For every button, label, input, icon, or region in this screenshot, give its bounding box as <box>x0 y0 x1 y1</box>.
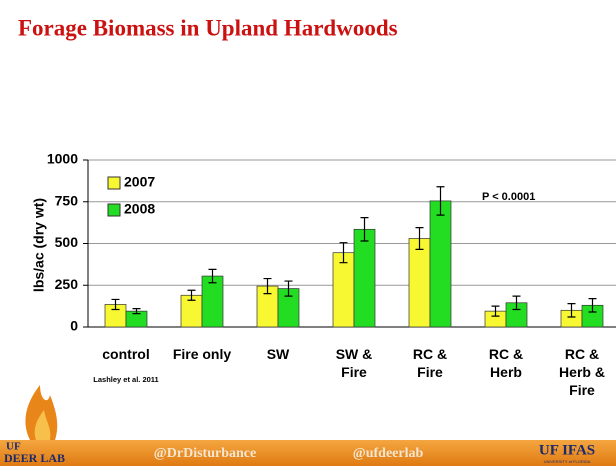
footer-brand-sub: UNIVERSITY of FLORIDA <box>544 459 591 464</box>
x-tick-label: RC & Herb <box>488 346 524 380</box>
bar <box>429 200 452 328</box>
y-tick-label: 0 <box>70 318 78 334</box>
footer-brand: UF IFAS <box>539 442 595 458</box>
bar <box>332 252 355 328</box>
slide-title: Forage Biomass in Upland Hardwoods <box>18 15 398 40</box>
error-bar <box>415 227 424 250</box>
logo-bottom: DEER LAB <box>4 451 65 465</box>
x-tick-label: SW <box>266 346 290 362</box>
footer-handle: @DrDisturbance <box>154 446 256 461</box>
error-bar <box>132 308 141 315</box>
x-tick-label: control <box>102 346 150 362</box>
logo-top: UF <box>6 441 21 453</box>
legend-swatch <box>107 176 121 190</box>
bar <box>353 228 376 328</box>
annotation: P < 0.0001 <box>482 191 535 203</box>
footer-handle: @ufdeerlab <box>353 446 424 461</box>
error-bar <box>111 298 120 311</box>
error-bar <box>263 277 272 295</box>
error-bar <box>436 186 445 216</box>
logo-flame-inner <box>34 410 51 440</box>
error-bar <box>512 295 521 311</box>
error-bar <box>588 298 597 313</box>
x-tick-label: Fire only <box>172 346 232 362</box>
error-bar <box>567 303 576 318</box>
y-axis-label: lbs/ac (dry wt) <box>31 198 47 292</box>
legend-swatch <box>107 203 121 217</box>
annotation: Lashley et al. 2011 <box>93 375 158 384</box>
error-bar <box>360 217 369 242</box>
error-bar <box>339 242 348 264</box>
x-tick-label: RC & Fire <box>412 346 448 380</box>
error-bar <box>284 280 293 297</box>
x-tick-label: SW & Fire <box>335 346 373 380</box>
y-tick-label: 500 <box>55 234 79 250</box>
error-bar <box>208 268 217 284</box>
x-tick-label: RC & Herb & Fire <box>559 346 605 398</box>
legend-label: 2007 <box>124 174 155 190</box>
legend-label: 2008 <box>124 201 155 217</box>
y-tick-label: 250 <box>55 276 79 292</box>
bar <box>408 238 431 328</box>
bar <box>201 275 224 328</box>
y-tick-label: 750 <box>55 192 79 208</box>
error-bar <box>187 289 196 301</box>
footer-band <box>0 440 616 466</box>
error-bar <box>491 305 500 317</box>
logo-flame <box>25 385 58 440</box>
y-tick-label: 1000 <box>47 151 78 167</box>
